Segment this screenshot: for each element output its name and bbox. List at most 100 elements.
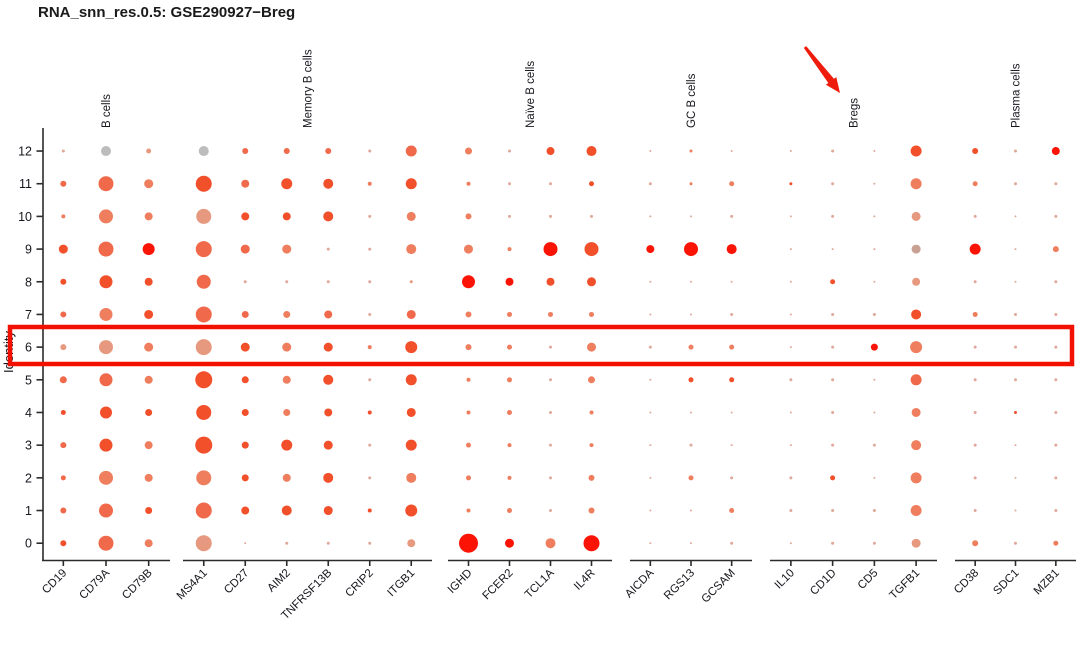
expression-dot: [873, 411, 876, 414]
expression-dot: [726, 244, 737, 255]
expression-dot: [99, 209, 113, 224]
expression-dot: [730, 312, 734, 316]
y-tick-label: 9: [25, 243, 32, 257]
expression-dot: [789, 378, 793, 382]
expression-dot: [99, 307, 113, 321]
expression-dot: [730, 541, 734, 545]
expression-dot: [242, 148, 249, 155]
expression-dot: [969, 243, 981, 255]
expression-dot: [973, 410, 977, 414]
expression-dot: [872, 443, 876, 447]
expression-dot: [1054, 476, 1058, 480]
expression-dot: [323, 374, 334, 385]
expression-dot: [549, 410, 552, 414]
expression-dot: [240, 244, 250, 254]
expression-dot: [587, 277, 596, 287]
expression-dot: [60, 344, 67, 351]
group-label: Plasma cells: [1011, 63, 1023, 128]
expression-dot: [323, 472, 334, 483]
expression-dot: [282, 473, 291, 482]
gene-label: CD1D: [808, 567, 839, 598]
expression-dot: [831, 345, 835, 349]
expression-dot: [690, 313, 692, 316]
expression-dot: [507, 443, 512, 448]
expression-dot: [911, 440, 922, 451]
expression-dot: [508, 149, 511, 153]
expression-dot: [649, 444, 652, 447]
expression-dot: [60, 180, 67, 187]
expression-dot: [283, 310, 291, 318]
expression-dot: [99, 470, 113, 485]
expression-dot: [1014, 182, 1017, 186]
highlight-box: [7, 324, 1075, 367]
expression-dot: [1014, 509, 1017, 512]
expression-dot: [98, 176, 114, 192]
expression-dot: [1014, 541, 1017, 545]
expression-dot: [465, 147, 472, 155]
expression-dot: [1054, 410, 1058, 414]
expression-dot: [549, 345, 552, 349]
expression-dot: [690, 215, 692, 218]
expression-dot: [873, 280, 876, 283]
expression-dot: [649, 150, 652, 153]
gene-label: IL10: [773, 567, 797, 591]
expression-dot: [60, 278, 67, 285]
expression-dot: [466, 475, 471, 481]
expression-dot: [789, 444, 792, 447]
expression-dot: [196, 274, 211, 289]
expression-dot: [911, 407, 921, 417]
expression-dot: [1054, 312, 1058, 316]
expression-dot: [1014, 215, 1017, 218]
expression-dot: [690, 280, 692, 283]
expression-dot: [646, 245, 655, 254]
gene-label: CRIP2: [343, 567, 375, 599]
expression-dot: [145, 408, 153, 416]
y-tick-label: 0: [25, 537, 32, 551]
expression-dot: [507, 344, 512, 350]
expression-dot: [368, 476, 372, 480]
gene-label: IL4R: [572, 567, 598, 593]
gene-label: ITGB1: [385, 567, 417, 599]
expression-dot: [285, 541, 289, 545]
expression-dot: [324, 310, 333, 319]
expression-dot: [830, 279, 836, 285]
expression-dot: [144, 212, 153, 221]
expression-dot: [590, 214, 593, 218]
gene-label: SDC1: [991, 567, 1021, 597]
expression-dot: [730, 444, 733, 447]
expression-dot: [406, 244, 417, 255]
expression-dot: [1051, 147, 1060, 156]
expression-dot: [241, 179, 250, 188]
expression-dot: [323, 178, 334, 189]
expression-dot: [789, 476, 793, 480]
expression-dot: [99, 373, 113, 387]
expression-dot: [59, 376, 67, 384]
expression-dot: [549, 378, 552, 382]
expression-dot: [368, 280, 372, 284]
expression-dot: [195, 306, 212, 323]
expression-dot: [406, 407, 416, 417]
expression-dot: [466, 508, 471, 513]
expression-dot: [1014, 378, 1017, 382]
expression-dot: [196, 470, 212, 486]
gene-label: FCER2: [480, 567, 515, 602]
expression-dot: [549, 443, 552, 447]
expression-dot: [688, 475, 694, 481]
expression-dot: [144, 342, 154, 352]
expression-dot: [60, 442, 67, 449]
y-tick-label: 4: [25, 406, 32, 420]
gene-label: CD27: [222, 567, 251, 596]
expression-dot: [972, 181, 978, 187]
expression-dot: [466, 410, 471, 415]
expression-dot: [507, 311, 512, 317]
expression-dot: [406, 472, 417, 483]
expression-dot: [368, 214, 372, 218]
expression-dot: [61, 149, 65, 153]
expression-dot: [729, 508, 735, 514]
expression-dot: [973, 476, 977, 480]
expression-dot: [649, 411, 652, 414]
expression-dot: [241, 408, 249, 416]
expression-dot: [99, 275, 113, 289]
expression-dot: [196, 208, 212, 224]
expression-dot: [285, 280, 289, 284]
